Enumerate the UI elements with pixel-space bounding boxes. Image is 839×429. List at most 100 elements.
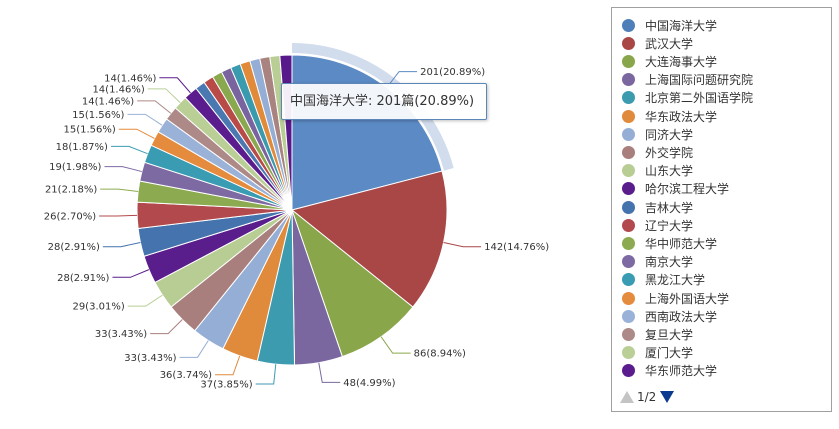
label-leader-line — [118, 128, 155, 139]
legend-item-label: 南京大学 — [645, 255, 694, 270]
legend-swatch-icon — [622, 18, 635, 32]
slice-tooltip: 中国海洋大学: 201篇(20.89%) — [281, 83, 487, 120]
slice-value-label: 37(3.85%) — [200, 380, 252, 391]
legend-swatch-icon — [622, 145, 635, 159]
legend-next-page-icon[interactable] — [660, 391, 675, 403]
label-leader-line — [255, 364, 277, 385]
legend-item-label: 西南政法大学 — [645, 309, 718, 324]
legend-prev-page-icon[interactable] — [620, 391, 634, 403]
legend-swatch-icon — [622, 182, 635, 196]
legend-item-label: 同济大学 — [645, 127, 694, 142]
legend-item[interactable]: 外交学院 — [622, 143, 693, 161]
legend-swatch-icon — [622, 91, 635, 105]
chart-legend: 中国海洋大学 武汉大学大连海事大学上海国际问题研究院 北京第二外国语学院 华东政法大学… — [611, 7, 832, 412]
slice-value-label: 36(3.74%) — [160, 370, 212, 381]
legend-item-label: 山东大学 — [645, 164, 694, 179]
legend-item[interactable]: 武汉大学 — [622, 34, 693, 52]
slice-value-label: 48(4.99%) — [343, 378, 395, 389]
pie-labels: 201(20.89%) 142(14.76%) 86(8.94%) 48(4.99%)… — [44, 67, 549, 390]
label-leader-line — [443, 242, 482, 248]
legend-item-label: 华中师范大学 — [645, 236, 718, 251]
slice-value-label: 33(3.43%) — [95, 329, 147, 340]
legend-swatch-icon — [622, 127, 635, 141]
legend-item[interactable]: 华东师范大学 — [622, 362, 717, 380]
legend-item[interactable]: 中国海洋大学 — [622, 16, 717, 34]
label-leader-line — [99, 214, 138, 217]
label-leader-line — [159, 77, 191, 94]
slice-value-label: 21(2.18%) — [45, 185, 97, 196]
legend-swatch-icon — [622, 200, 635, 214]
legend-item[interactable]: 辽宁大学 — [622, 216, 693, 234]
label-leader-line — [179, 340, 209, 358]
legend-swatch-icon — [622, 73, 635, 87]
legend-item[interactable]: 上海外国语大学 — [622, 289, 729, 307]
legend-swatch-icon — [622, 164, 635, 178]
pie-slices — [136, 43, 454, 366]
slice-value-label: 28(2.91%) — [48, 242, 100, 253]
slice-value-label: 142(14.76%) — [484, 242, 549, 253]
legend-item-label: 吉林大学 — [645, 200, 694, 215]
legend-page-indicator: 1/2 — [637, 390, 657, 404]
legend-item-label: 北京第二外国语学院 — [645, 91, 754, 106]
slice-value-label: 15(1.56%) — [72, 110, 124, 121]
legend-item[interactable]: 北京第二外国语学院 — [622, 89, 753, 107]
legend-item[interactable]: 华中师范大学 — [622, 234, 717, 252]
legend-item-label: 华东师范大学 — [645, 364, 718, 379]
label-leader-line — [127, 294, 163, 307]
slice-value-label: 14(1.46%) — [104, 73, 156, 84]
legend-item[interactable]: 同济大学 — [622, 125, 693, 143]
slice-value-label: 26(2.70%) — [44, 212, 96, 223]
label-leader-line — [110, 145, 148, 155]
legend-swatch-icon — [622, 236, 635, 250]
pie-slice[interactable] — [290, 208, 414, 358]
legend-item[interactable]: 厦门大学 — [622, 344, 693, 362]
slice-value-label: 28(2.91%) — [57, 273, 109, 284]
legend-item[interactable]: 黑龙江大学 — [622, 271, 705, 289]
label-leader-line — [150, 319, 183, 335]
slice-value-label: 19(1.98%) — [49, 162, 101, 173]
legend-item[interactable]: 复旦大学 — [622, 325, 693, 343]
slice-value-label: 33(3.43%) — [124, 353, 176, 364]
legend-item[interactable]: 山东大学 — [622, 162, 693, 180]
legend-swatch-icon — [622, 309, 635, 323]
legend-list: 中国海洋大学 武汉大学大连海事大学上海国际问题研究院 北京第二外国语学院 华东政法大学… — [612, 16, 831, 385]
tooltip-text: 中国海洋大学: 201篇(20.89%) — [290, 94, 475, 109]
legend-item-label: 厦门大学 — [645, 346, 694, 361]
label-leader-line — [386, 71, 418, 88]
legend-pagination: 1/2 — [620, 389, 675, 405]
pie-slice[interactable] — [290, 170, 448, 308]
slice-value-label: 86(8.94%) — [414, 349, 466, 360]
legend-item[interactable]: 华东政法大学 — [622, 107, 717, 125]
legend-item-label: 黑龙江大学 — [645, 273, 706, 288]
legend-item[interactable]: 吉林大学 — [622, 198, 693, 216]
legend-item[interactable]: 西南政法大学 — [622, 307, 717, 325]
legend-item[interactable]: 哈尔滨工程大学 — [622, 180, 729, 198]
label-leader-line — [127, 113, 163, 126]
legend-swatch-icon — [622, 327, 635, 341]
label-leader-line — [100, 188, 139, 193]
legend-swatch-icon — [622, 54, 635, 68]
slice-value-label: 14(1.46%) — [92, 84, 144, 95]
legend-item-label: 大连海事大学 — [645, 54, 718, 69]
label-leader-line — [112, 269, 150, 278]
legend-item-label: 哈尔滨工程大学 — [645, 182, 730, 197]
label-leader-line — [318, 362, 341, 383]
legend-item-label: 中国海洋大学 — [645, 18, 718, 33]
legend-item-label: 武汉大学 — [645, 36, 694, 51]
legend-item[interactable]: 大连海事大学 — [622, 52, 717, 70]
legend-item-label: 复旦大学 — [645, 327, 694, 342]
legend-swatch-icon — [622, 346, 635, 360]
legend-swatch-icon — [622, 291, 635, 305]
legend-item-label: 辽宁大学 — [645, 218, 694, 233]
legend-item-label: 上海国际问题研究院 — [645, 73, 754, 88]
legend-swatch-icon — [622, 218, 635, 232]
legend-swatch-icon — [622, 109, 635, 123]
legend-swatch-icon — [622, 36, 635, 50]
label-leader-line — [147, 88, 181, 104]
label-leader-line — [380, 336, 411, 354]
legend-swatch-icon — [622, 255, 635, 269]
slice-value-label: 15(1.56%) — [63, 125, 115, 136]
legend-item[interactable]: 南京大学 — [622, 253, 693, 271]
legend-item[interactable]: 上海国际问题研究院 — [622, 71, 753, 89]
